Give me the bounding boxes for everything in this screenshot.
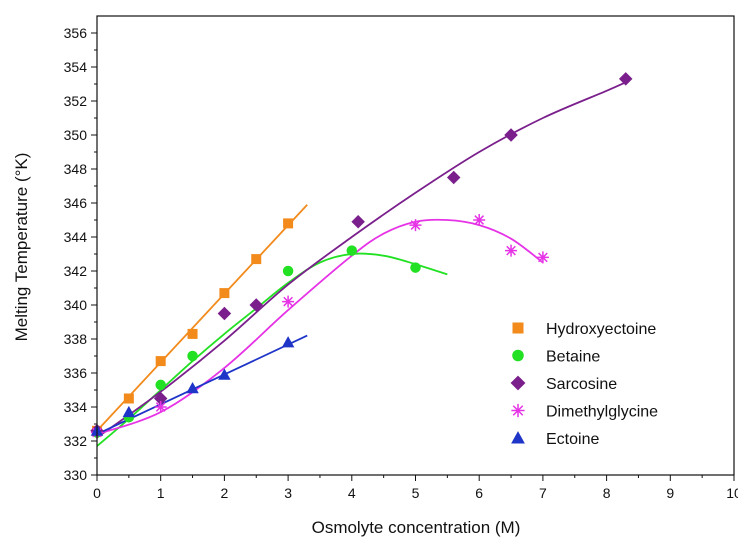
betaine-point xyxy=(346,245,358,256)
hydroxyectoine-point xyxy=(251,254,262,265)
dimethylglycine-point xyxy=(536,251,549,264)
hydroxyectoine-point xyxy=(123,393,134,404)
y-tick-label: 344 xyxy=(64,229,88,245)
sarcosine-point xyxy=(504,128,518,142)
dimethylglycine-point xyxy=(409,219,422,232)
legend-label-hydroxyectoine: Hydroxyectoine xyxy=(546,321,656,338)
y-tick-label: 332 xyxy=(64,433,88,449)
legend: Hydroxyectoine Betaine Sarcosine Dimethylgl… xyxy=(510,321,658,448)
sarcosine-point xyxy=(153,391,168,406)
sarcosine-fit-line xyxy=(96,81,627,439)
legend-marker-sarcosine xyxy=(510,375,526,391)
x-tick-label: 9 xyxy=(666,485,674,501)
legend-label-betaine: Betaine xyxy=(546,349,600,366)
legend-label-sarcosine: Sarcosine xyxy=(546,376,617,393)
x-tick-label: 6 xyxy=(475,485,483,501)
dimethylglycine-point xyxy=(505,244,518,257)
y-tick-label: 350 xyxy=(64,127,88,143)
y-tick-label: 342 xyxy=(64,263,88,279)
x-tick-label: 0 xyxy=(93,485,101,501)
sarcosine-point xyxy=(618,72,633,86)
y-tick-label: 330 xyxy=(64,467,88,483)
x-axis: 0 1 2 3 4 5 6 7 8 9 10 xyxy=(93,475,738,501)
y-tick-label: 340 xyxy=(64,297,88,313)
y-tick-label: 354 xyxy=(64,59,88,75)
betaine-point xyxy=(155,379,166,391)
y-tick-label: 356 xyxy=(64,25,88,41)
x-axis-title: Osmolyte concentration (M) xyxy=(312,518,521,537)
legend-marker-ectoine xyxy=(511,431,525,444)
dimethylglycine-point xyxy=(282,295,295,308)
y-tick-label: 334 xyxy=(64,399,88,415)
x-tick-label: 5 xyxy=(412,485,420,501)
legend-marker-betaine xyxy=(512,349,524,362)
y-tick-label: 346 xyxy=(64,195,88,211)
x-tick-label: 3 xyxy=(284,485,292,501)
legend-label-dimethylglycine: Dimethylglycine xyxy=(546,404,658,421)
legend-marker-dimethylglycine xyxy=(511,403,525,418)
x-tick-label: 7 xyxy=(539,485,547,501)
hydroxyectoine-point xyxy=(187,328,198,339)
legend-marker-hydroxyectoine xyxy=(512,322,524,334)
sarcosine-point xyxy=(249,298,263,312)
hydroxyectoine-point xyxy=(155,356,166,367)
ectoine-point xyxy=(218,368,231,380)
hydroxyectoine-point xyxy=(219,288,230,299)
x-tick-label: 1 xyxy=(157,485,165,501)
ectoine-point xyxy=(122,405,136,418)
y-tick-label: 336 xyxy=(64,365,88,381)
betaine-point xyxy=(187,350,198,362)
sarcosine-point xyxy=(446,170,461,185)
y-axis-title: Melting Temperature (°K) xyxy=(12,153,31,342)
sarcosine-point xyxy=(217,306,232,321)
dimethylglycine-point xyxy=(154,401,167,413)
legend-label-ectoine: Ectoine xyxy=(546,431,599,448)
ectoine-point xyxy=(186,382,199,394)
y-axis: 330 332 334 336 338 340 342 344 346 348 350 352 354 3… xyxy=(64,25,97,483)
x-tick-label: 8 xyxy=(603,485,611,501)
y-tick-label: 352 xyxy=(64,93,88,109)
y-tick-label: 338 xyxy=(64,331,88,347)
x-tick-label: 2 xyxy=(221,485,229,501)
hydroxyectoine-point xyxy=(283,218,294,229)
betaine-point xyxy=(282,265,294,277)
betaine-fit-line xyxy=(96,252,448,447)
y-tick-label: 348 xyxy=(64,161,88,177)
x-tick-label: 10 xyxy=(726,485,738,501)
x-tick-label: 4 xyxy=(348,485,356,501)
hydroxyectoine-fit-line xyxy=(96,204,308,432)
sarcosine-point xyxy=(351,214,365,229)
ectoine-point xyxy=(281,336,295,348)
betaine-point xyxy=(410,262,421,273)
dimethylglycine-point xyxy=(473,214,486,226)
